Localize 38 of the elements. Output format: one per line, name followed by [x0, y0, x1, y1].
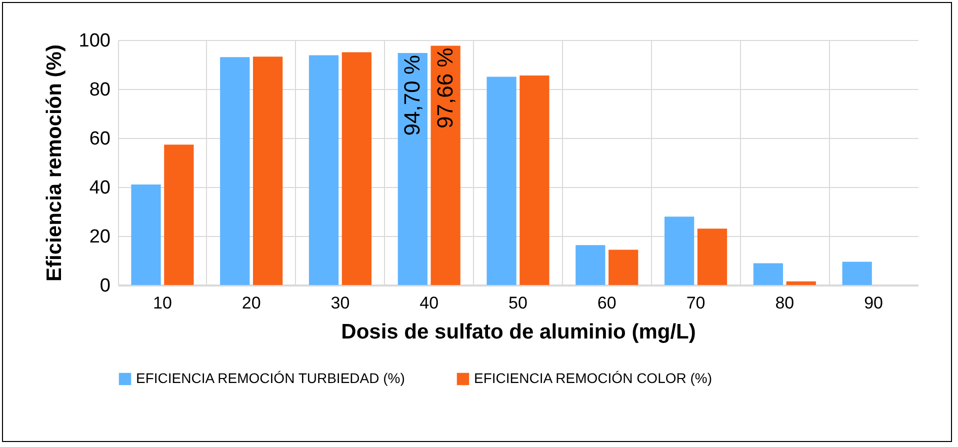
bar [664, 216, 694, 285]
x-axis-title: Dosis de sulfato de aluminio (mg/L) [341, 320, 696, 344]
y-axis-title: Eficiencia remoción (%) [42, 44, 66, 282]
bar [697, 228, 728, 285]
x-tick-label: 50 [508, 294, 528, 312]
y-tick-label: 80 [89, 80, 110, 100]
bar [131, 184, 161, 285]
data-label: 94,70 % [400, 54, 425, 136]
bar [342, 52, 372, 285]
bar [520, 76, 550, 285]
x-tick-label: 70 [686, 294, 706, 312]
x-tick-label: 80 [775, 294, 794, 312]
bar [486, 76, 516, 285]
bar [398, 52, 428, 285]
x-tick-label: 90 [864, 294, 884, 312]
x-tick-label: 40 [420, 294, 439, 312]
bar [430, 46, 460, 285]
bar [164, 144, 194, 285]
legend-label: EFICIENCIA REMOCIÓN TURBIEDAD (%) [136, 370, 405, 386]
y-tick-label: 0 [100, 276, 110, 296]
y-tick-label: 60 [89, 128, 110, 150]
bar [753, 263, 784, 285]
legend-label: EFICIENCIA REMOCIÓN COLOR (%) [474, 370, 712, 386]
bar [786, 281, 816, 285]
bar [220, 57, 250, 285]
x-tick-label: 10 [152, 294, 172, 312]
y-tick-label: 100 [78, 30, 110, 52]
x-tick-label: 30 [330, 294, 350, 312]
x-tick-label: 60 [597, 294, 616, 312]
x-tick-label: 20 [242, 294, 261, 312]
data-label: 97,66 % [432, 48, 458, 128]
bar [608, 250, 638, 285]
bar [308, 55, 339, 285]
y-tick-label: 40 [89, 178, 110, 198]
y-tick-label: 20 [89, 226, 110, 248]
bar [252, 56, 283, 285]
bar [842, 262, 872, 285]
bar [576, 245, 606, 285]
